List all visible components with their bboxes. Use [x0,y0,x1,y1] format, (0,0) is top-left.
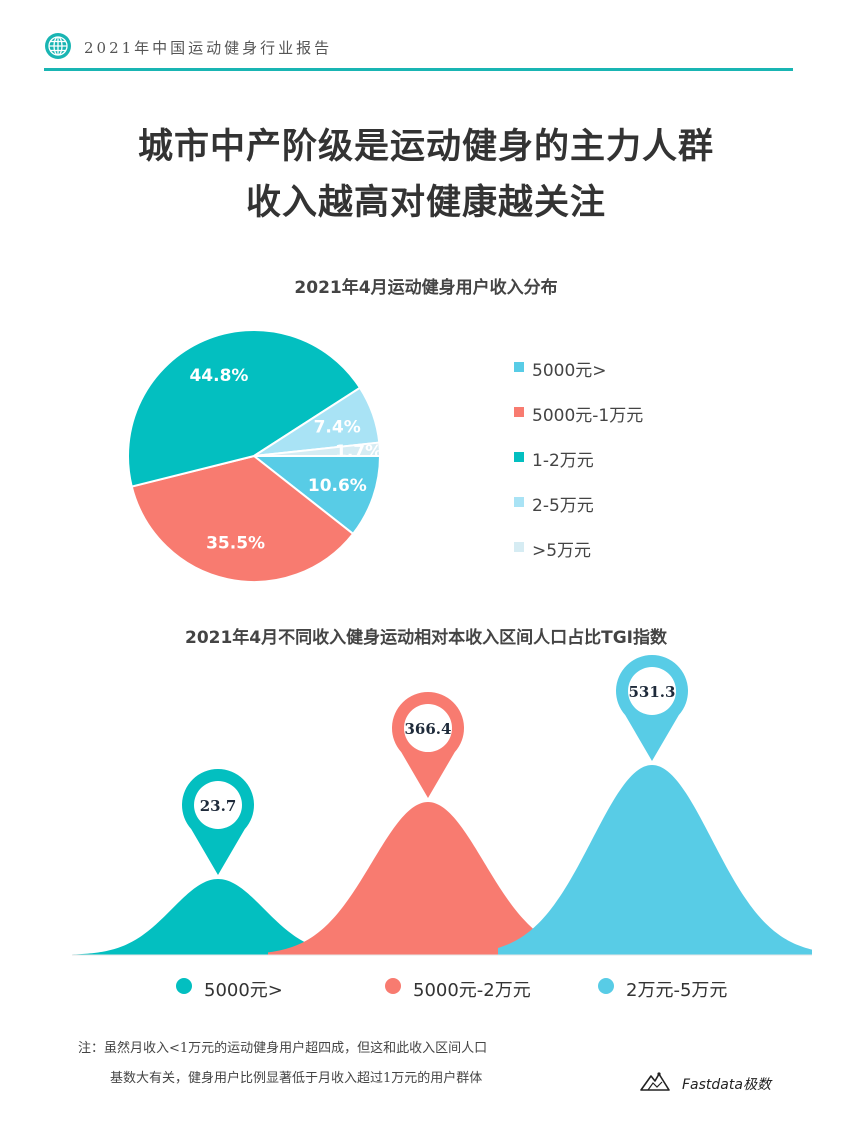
pie-data-label: 35.5% [206,533,265,553]
pie-data-label: 7.4% [314,418,361,438]
tgi-value-pin: 23.7 [182,769,255,875]
mountain-logo-icon [640,1072,670,1091]
pie-data-label: 10.6% [308,476,367,496]
legend-label: >5万元 [532,541,592,561]
tgi-data-label: 531.3 [629,683,676,701]
legend-swatch [514,407,524,417]
main-title-line1: 城市中产阶级是运动健身的主力人群 [137,127,714,167]
footnote: 注：虽然月收入<1万元的运动健身用户超四成，但这和此收入区间人口 基数大有关，健… [78,1034,487,1094]
tgi-legend-label: 2万元-5万元 [626,980,728,1001]
legend-swatch [514,497,524,507]
report-header: 2021年中国运动健身行业报告 [44,30,804,66]
tgi-data-label: 23.7 [200,797,237,815]
tgi-chart-title: 2021年4月不同收入健身运动相对本收入区间人口占比TGI指数 [184,628,668,648]
footnote-line2: 基数大有关，健身用户比例显著低于月收入超过1万元的用户群体 [110,1071,483,1086]
tgi-legend-label: 5000元> [204,980,283,1001]
pie-slice [130,454,355,583]
tgi-data-label: 366.4 [405,720,452,738]
globe-icon [45,33,71,59]
pie-data-label: 44.8% [189,366,248,386]
legend-swatch [514,362,524,372]
tgi-bell-area [268,802,592,955]
income-pie-chart: 10.6% 35.5% 44.8% 7.4% 1.7% [127,329,382,583]
legend-dot [385,978,401,994]
legend-label: 2-5万元 [532,496,594,516]
legend-label: 5000元-1万元 [532,406,644,426]
legend-label: 5000元> [532,361,607,381]
main-title-line2: 收入越高对健康越关注 [245,183,606,223]
legend-swatch [514,542,524,552]
brand-text: Fastdata极数 [682,1077,771,1093]
legend-dot [598,978,614,994]
header-divider [44,68,793,71]
pie-slice [251,455,382,536]
brand-mark: Fastdata极数 [640,1068,800,1102]
tgi-bell-area [498,765,812,955]
pie-chart-title: 2021年4月运动健身用户收入分布 [294,278,558,298]
footnote-line1: 注：虽然月收入<1万元的运动健身用户超四成，但这和此收入区间人口 [78,1041,488,1056]
header-title: 2021年中国运动健身行业报告 [84,39,333,57]
pie-slice [127,329,362,488]
pie-slice [253,441,382,457]
tgi-value-pin: 531.3 [616,655,688,761]
tgi-legend-label: 5000元-2万元 [413,980,531,1001]
pie-data-label: 1.7% [335,442,382,462]
tgi-bell-area [72,879,362,955]
legend-label: 1-2万元 [532,451,594,471]
tgi-value-pin: 366.4 [392,692,464,799]
legend-dot [176,978,192,994]
legend-swatch [514,452,524,462]
